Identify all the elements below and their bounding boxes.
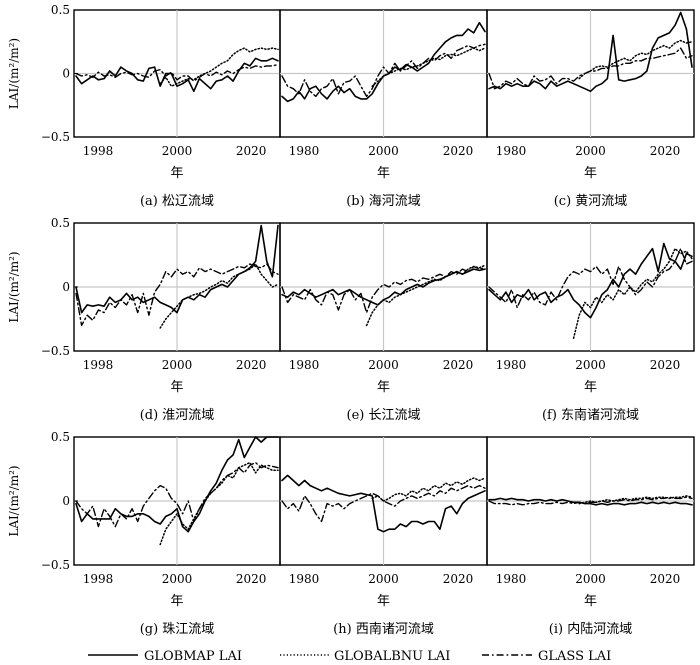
series-line-globalbnu-lai bbox=[371, 477, 486, 502]
x-tick-label: 2000 bbox=[162, 572, 193, 586]
x-tick-label: 2000 bbox=[368, 144, 399, 158]
x-axis-label: 年 bbox=[377, 166, 390, 181]
y-tick-label: 0 bbox=[62, 67, 70, 81]
x-tick-label: 1980 bbox=[289, 358, 320, 372]
panels-layer: 0.5 0 −0.5 1998 2000 2020 年 (a) 松辽流域 1980 2000 202… bbox=[41, 3, 695, 637]
x-tick-label: 1980 bbox=[289, 144, 320, 158]
x-tick-label: 2000 bbox=[368, 572, 399, 586]
y-axis-labels: LAI/(m²/m²) LAI/(m²/m²) LAI/(m²/m²) bbox=[7, 38, 21, 537]
x-tick-label: 2020 bbox=[650, 572, 681, 586]
series-line-globmap-lai bbox=[488, 497, 693, 506]
x-tick-label: 2020 bbox=[650, 358, 681, 372]
legend-entry: GLOBALBNU LAI bbox=[334, 649, 450, 664]
panel-caption: (c) 黄河流域 bbox=[554, 194, 628, 209]
x-tick-label: 1998 bbox=[83, 144, 114, 158]
y-axis-label: LAI/(m²/m²) bbox=[7, 251, 21, 322]
panel-e: 1980 2000 2020 年 (e) 长江流域 bbox=[279, 222, 488, 423]
series-line-glass-lai bbox=[75, 461, 279, 528]
panel-caption: (e) 长江流域 bbox=[347, 408, 421, 423]
x-tick-label: 2000 bbox=[575, 358, 606, 372]
panel-caption: (d) 淮河流域 bbox=[140, 408, 215, 423]
panel-c: 1980 2000 2020 年 (c) 黄河流域 bbox=[486, 9, 695, 209]
x-axis-label: 年 bbox=[584, 594, 597, 609]
panel-d: 0.5 0 −0.5 1998 2000 2020 年 (d) 淮河流域 bbox=[41, 216, 281, 423]
x-tick-label: 1980 bbox=[496, 144, 527, 158]
series-line-globalbnu-lai bbox=[572, 247, 693, 339]
x-tick-label: 1980 bbox=[496, 572, 527, 586]
x-tick-label: 2020 bbox=[650, 144, 681, 158]
y-tick-label: 0 bbox=[62, 280, 70, 294]
legend: GLOBMAP LAI GLOBALBNU LAI GLASS LAI bbox=[88, 649, 611, 664]
panel-h: 1980 2000 2020 年 (h) 西南诸河流域 bbox=[279, 436, 488, 637]
x-tick-label: 1980 bbox=[289, 572, 320, 586]
legend-entry: GLASS LAI bbox=[538, 649, 611, 664]
x-axis-label: 年 bbox=[377, 380, 390, 395]
panel-caption: (a) 松辽流域 bbox=[140, 194, 214, 209]
series-line-globalbnu-lai bbox=[365, 264, 486, 327]
series-line-globmap-lai bbox=[488, 242, 693, 319]
series-line-globmap-lai bbox=[488, 11, 693, 93]
x-tick-label: 2020 bbox=[236, 358, 267, 372]
x-tick-label: 1998 bbox=[83, 358, 114, 372]
series-line-globalbnu-lai bbox=[159, 47, 279, 87]
series-line-globalbnu-lai bbox=[159, 461, 279, 546]
y-tick-label: 0.5 bbox=[51, 3, 70, 17]
panel-caption: (i) 内陆河流域 bbox=[549, 621, 632, 637]
panel-caption: (h) 西南诸河流域 bbox=[333, 621, 434, 637]
series-line-globmap-lai bbox=[75, 436, 279, 533]
series-line-glass-lai bbox=[488, 47, 693, 90]
x-tick-label: 2000 bbox=[162, 144, 193, 158]
series-line-globalbnu-lai bbox=[578, 495, 693, 505]
series-line-globalbnu-lai bbox=[578, 39, 693, 80]
y-tick-label: −0.5 bbox=[41, 344, 70, 358]
x-tick-label: 1998 bbox=[83, 572, 114, 586]
y-tick-label: 0.5 bbox=[51, 216, 70, 230]
panel-caption: (b) 海河流域 bbox=[346, 194, 421, 209]
panel-g: 0.5 0 −0.5 1998 2000 2020 年 (g) 珠江流域 bbox=[41, 430, 281, 637]
x-axis-label: 年 bbox=[584, 166, 597, 181]
panel-f: 1980 2000 2020 年 (f) 东南诸河流域 bbox=[486, 222, 695, 423]
x-tick-label: 1980 bbox=[496, 358, 527, 372]
series-line-glass-lai bbox=[281, 265, 486, 314]
panel-caption: (g) 珠江流域 bbox=[140, 622, 215, 637]
series-line-glass-lai bbox=[281, 43, 486, 98]
x-tick-label: 2000 bbox=[368, 358, 399, 372]
series-line-globmap-lai bbox=[281, 474, 486, 533]
legend-entry: GLOBMAP LAI bbox=[144, 649, 242, 664]
series-line-globalbnu-lai bbox=[371, 47, 486, 87]
x-tick-label: 2020 bbox=[236, 144, 267, 158]
series-line-glass-lai bbox=[75, 63, 279, 82]
x-axis-label: 年 bbox=[584, 380, 597, 395]
series-line-glass-lai bbox=[488, 496, 693, 506]
x-axis-label: 年 bbox=[170, 380, 183, 395]
x-axis-label: 年 bbox=[170, 166, 183, 181]
series-line-glass-lai bbox=[281, 484, 486, 523]
y-tick-label: −0.5 bbox=[41, 130, 70, 144]
x-axis-label: 年 bbox=[170, 594, 183, 609]
x-tick-label: 2020 bbox=[236, 572, 267, 586]
x-axis-label: 年 bbox=[377, 594, 390, 609]
y-tick-label: 0 bbox=[62, 494, 70, 508]
x-tick-label: 2020 bbox=[443, 144, 474, 158]
x-tick-label: 2020 bbox=[443, 572, 474, 586]
x-tick-label: 2000 bbox=[575, 572, 606, 586]
series-line-glass-lai bbox=[488, 247, 693, 309]
panel-a: 0.5 0 −0.5 1998 2000 2020 年 (a) 松辽流域 bbox=[41, 3, 281, 209]
x-tick-label: 2020 bbox=[443, 358, 474, 372]
series-line-glass-lai bbox=[75, 263, 279, 327]
series-line-globalbnu-lai bbox=[159, 263, 279, 329]
panel-i: 1980 2000 2020 年 (i) 内陆河流域 bbox=[486, 436, 695, 637]
y-axis-label: LAI/(m²/m²) bbox=[7, 465, 21, 536]
panel-caption: (f) 东南诸河流域 bbox=[542, 407, 639, 423]
y-tick-label: −0.5 bbox=[41, 558, 70, 572]
y-axis-label: LAI/(m²/m²) bbox=[7, 38, 21, 109]
series-line-globmap-lai bbox=[75, 57, 279, 93]
x-tick-label: 2000 bbox=[575, 144, 606, 158]
y-tick-label: 0.5 bbox=[51, 430, 70, 444]
x-tick-label: 2000 bbox=[162, 358, 193, 372]
panel-b: 1980 2000 2020 年 (b) 海河流域 bbox=[279, 9, 488, 209]
